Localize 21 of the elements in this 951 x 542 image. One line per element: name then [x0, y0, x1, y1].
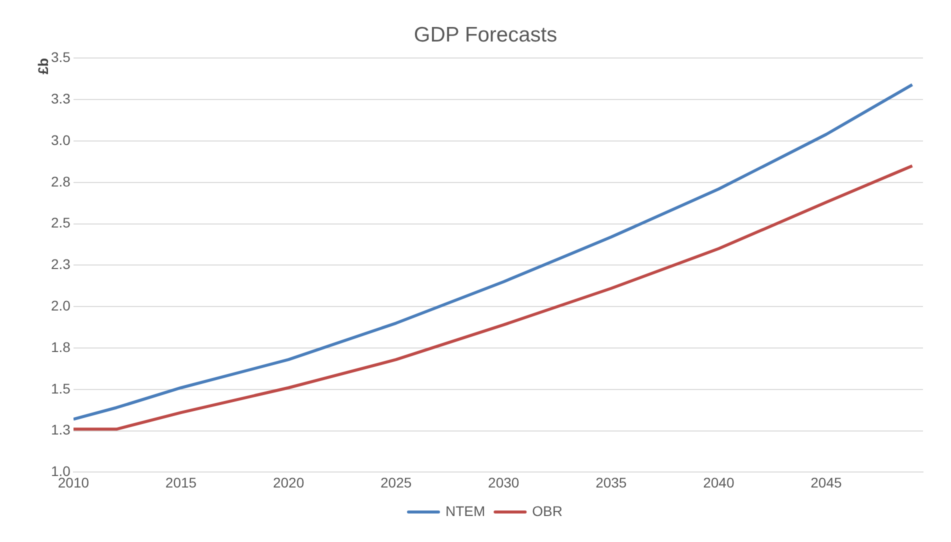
legend-label: NTEM: [446, 502, 486, 519]
y-axis-title: £b: [34, 58, 51, 74]
y-tick-label: 2.5: [50, 214, 71, 231]
x-tick-label: 2030: [488, 474, 520, 490]
y-tick-label: 1.3: [50, 422, 71, 438]
y-tick-label: 2.8: [50, 173, 71, 190]
legend-label: OBR: [532, 502, 563, 519]
y-tick-label: 1.8: [50, 338, 71, 355]
x-tick-label: 2040: [703, 474, 734, 490]
y-tick-label: 2.0: [50, 297, 71, 314]
y-tick-label: 2.3: [50, 256, 71, 272]
chart-title: GDP Forecasts: [414, 23, 558, 46]
y-tick-label: 3.3: [50, 90, 71, 106]
y-tick-label: 3.5: [50, 49, 71, 66]
y-tick-label: 1.5: [50, 380, 71, 396]
y-tick-label: 3.0: [50, 132, 71, 148]
x-tick-label: 2035: [596, 474, 627, 490]
x-tick-label: 2020: [272, 474, 304, 490]
x-tick-label: 2025: [380, 474, 412, 490]
x-tick-label: 2015: [165, 474, 197, 490]
x-tick-label: 2045: [810, 474, 842, 490]
